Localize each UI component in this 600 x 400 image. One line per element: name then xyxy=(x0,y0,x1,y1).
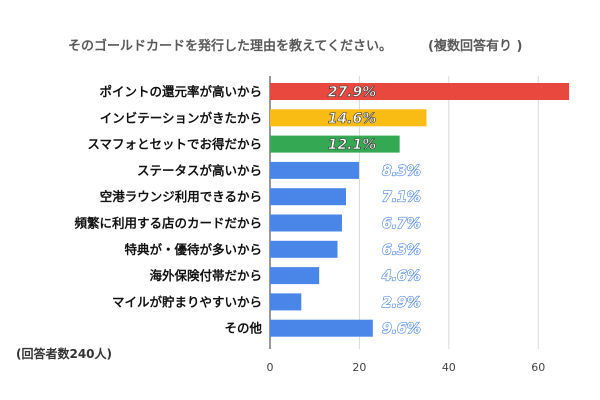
bar xyxy=(270,267,320,285)
data-label: 7.1% xyxy=(382,190,421,206)
category-label: ステータスが高いから xyxy=(137,163,262,178)
category-label: マイルが貯まりやすいから xyxy=(112,294,262,309)
category-label: 頻繁に利用する店のカードだから xyxy=(74,216,262,231)
data-label: 6.7% xyxy=(382,216,421,232)
data-label: 9.6% xyxy=(382,321,421,337)
bar xyxy=(270,319,373,337)
category-labels: ポイントの還元率が高いからインビテーションがきたからスマフォとセットでお得だから… xyxy=(74,84,262,336)
data-label: 14.6% xyxy=(328,111,377,127)
bar xyxy=(270,83,570,100)
category-label: ポイントの還元率が高いから xyxy=(99,84,262,99)
value-labels: 27.9% 14.6% 12.1% 8.3% 7.1% 6.7% 6.3% 4.6% 2.9% 9… xyxy=(327,84,421,338)
x-tick-label: 60 xyxy=(531,361,545,374)
x-tick-label: 40 xyxy=(442,361,456,374)
chart-title: そのゴールドカードを発行した理由を教えてください。 xyxy=(68,38,392,54)
bar xyxy=(270,240,338,258)
category-label: インビテーションがきたから xyxy=(100,110,262,125)
category-label: 海外保険付帯だから xyxy=(149,268,262,283)
category-label: 空港ラウンジ利用できるから xyxy=(100,189,262,204)
category-label: 特典が・優待が多いから xyxy=(124,242,262,257)
data-label: 4.6% xyxy=(381,269,421,285)
bar xyxy=(270,161,359,179)
data-label: 6.3% xyxy=(382,242,421,258)
respondent-note: (回答者数240人) xyxy=(16,346,112,361)
x-tick-label: 0 xyxy=(267,361,274,374)
chart-subtitle: (複数回答有り ) xyxy=(428,38,522,54)
category-label: その他 xyxy=(224,321,262,336)
bar xyxy=(270,109,427,127)
category-label: スマフォとセットでお得だから xyxy=(87,137,262,152)
bar xyxy=(270,135,400,153)
data-label: 8.3% xyxy=(382,163,421,179)
bar xyxy=(270,293,302,311)
x-tick-labels: 0 20 40 60 xyxy=(267,361,546,374)
bar xyxy=(270,188,346,206)
bars xyxy=(270,83,570,337)
bar xyxy=(270,214,342,232)
data-label: 12.1% xyxy=(328,137,377,153)
data-label: 2.9% xyxy=(382,295,421,311)
data-label: 27.9% xyxy=(328,85,377,101)
x-tick-label: 20 xyxy=(352,361,366,374)
